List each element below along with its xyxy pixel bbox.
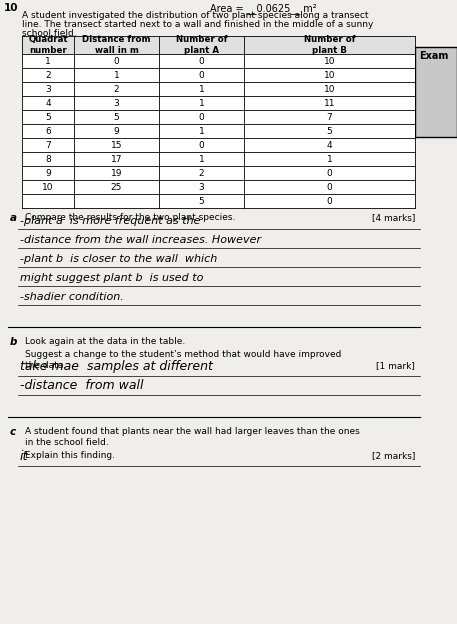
Text: -shadier condition.: -shadier condition.	[20, 292, 124, 302]
Text: 17: 17	[111, 155, 122, 163]
Text: 0: 0	[327, 197, 332, 205]
Text: 2: 2	[199, 168, 204, 177]
Text: [2 marks]: [2 marks]	[372, 451, 415, 460]
Text: 11: 11	[324, 99, 335, 107]
Text: 1: 1	[199, 99, 204, 107]
Text: Explain this finding.: Explain this finding.	[25, 451, 115, 460]
Bar	[22, 36, 415, 54]
Text: 10: 10	[324, 57, 335, 66]
Text: 9: 9	[45, 168, 51, 177]
Text: 0: 0	[327, 182, 332, 192]
Bar	[415, 47, 457, 137]
Text: Exam: Exam	[419, 51, 448, 61]
Text: 5: 5	[327, 127, 332, 135]
Text: Number of
plant B: Number of plant B	[304, 36, 355, 55]
Text: -distance  from wall: -distance from wall	[20, 379, 143, 392]
Text: might suggest plant b  is used to: might suggest plant b is used to	[20, 273, 203, 283]
Text: a: a	[10, 213, 17, 223]
Text: 1: 1	[114, 71, 119, 79]
Text: 7: 7	[45, 140, 51, 150]
Text: 2: 2	[45, 71, 51, 79]
Text: 4: 4	[45, 99, 51, 107]
Text: Compare the results for the two plant species.: Compare the results for the two plant sp…	[25, 213, 235, 222]
Text: Look again at the data in the table.: Look again at the data in the table.	[25, 337, 185, 346]
Text: 0: 0	[199, 71, 204, 79]
Text: A student investigated the distribution of two plant species along a transect: A student investigated the distribution …	[22, 11, 368, 20]
Text: Suggest a change to the student’s method that would have improved: Suggest a change to the student’s method…	[25, 350, 341, 359]
Text: 10: 10	[324, 84, 335, 94]
Text: 5: 5	[199, 197, 204, 205]
Text: 8: 8	[45, 155, 51, 163]
Text: the data.: the data.	[25, 361, 66, 370]
Text: 1: 1	[199, 127, 204, 135]
Text: 1: 1	[199, 155, 204, 163]
Text: school field.: school field.	[22, 29, 77, 38]
Text: 5: 5	[114, 112, 119, 122]
Text: line. The transect started next to a wall and finished in the middle of a sunny: line. The transect started next to a wal…	[22, 20, 373, 29]
Text: 5: 5	[45, 112, 51, 122]
Text: 0: 0	[199, 57, 204, 66]
Text: [1 mark]: [1 mark]	[376, 361, 415, 370]
Text: [4 marks]: [4 marks]	[372, 213, 415, 222]
Text: 10: 10	[42, 182, 54, 192]
Text: 4: 4	[327, 140, 332, 150]
Text: Number of
plant A: Number of plant A	[176, 36, 227, 55]
Text: in the school field.: in the school field.	[25, 438, 109, 447]
Text: 7: 7	[327, 112, 332, 122]
Text: 0: 0	[114, 57, 119, 66]
Text: 0: 0	[199, 112, 204, 122]
Text: 9: 9	[114, 127, 119, 135]
Text: 10: 10	[324, 71, 335, 79]
Text: b: b	[10, 337, 17, 347]
Text: 6: 6	[45, 127, 51, 135]
Text: Area = __0.0625__ m²: Area = __0.0625__ m²	[210, 3, 317, 14]
Text: 3: 3	[114, 99, 119, 107]
Text: 10: 10	[4, 3, 18, 13]
Text: 3: 3	[199, 182, 204, 192]
Text: Quadrat
number: Quadrat number	[28, 36, 68, 55]
Text: Distance from
wall in m: Distance from wall in m	[82, 36, 151, 55]
Text: 15: 15	[111, 140, 122, 150]
Text: 1: 1	[327, 155, 332, 163]
Text: 1: 1	[199, 84, 204, 94]
Text: -plant b  is closer to the wall  which: -plant b is closer to the wall which	[20, 254, 217, 264]
Text: 3: 3	[45, 84, 51, 94]
Text: -distance from the wall increases. However: -distance from the wall increases. Howev…	[20, 235, 261, 245]
Text: 0: 0	[199, 140, 204, 150]
Text: take mae  samples at different: take mae samples at different	[20, 360, 213, 373]
Text: 19: 19	[111, 168, 122, 177]
Text: -plant a  is more frequent as the: -plant a is more frequent as the	[20, 216, 201, 226]
Text: 25: 25	[111, 182, 122, 192]
Text: 0: 0	[327, 168, 332, 177]
Bar	[22, 36, 415, 208]
Text: A student found that plants near the wall had larger leaves than the ones: A student found that plants near the wal…	[25, 427, 360, 436]
Text: 2: 2	[114, 84, 119, 94]
Text: c: c	[10, 427, 16, 437]
Text: 1: 1	[45, 57, 51, 66]
Text: it: it	[20, 450, 28, 463]
